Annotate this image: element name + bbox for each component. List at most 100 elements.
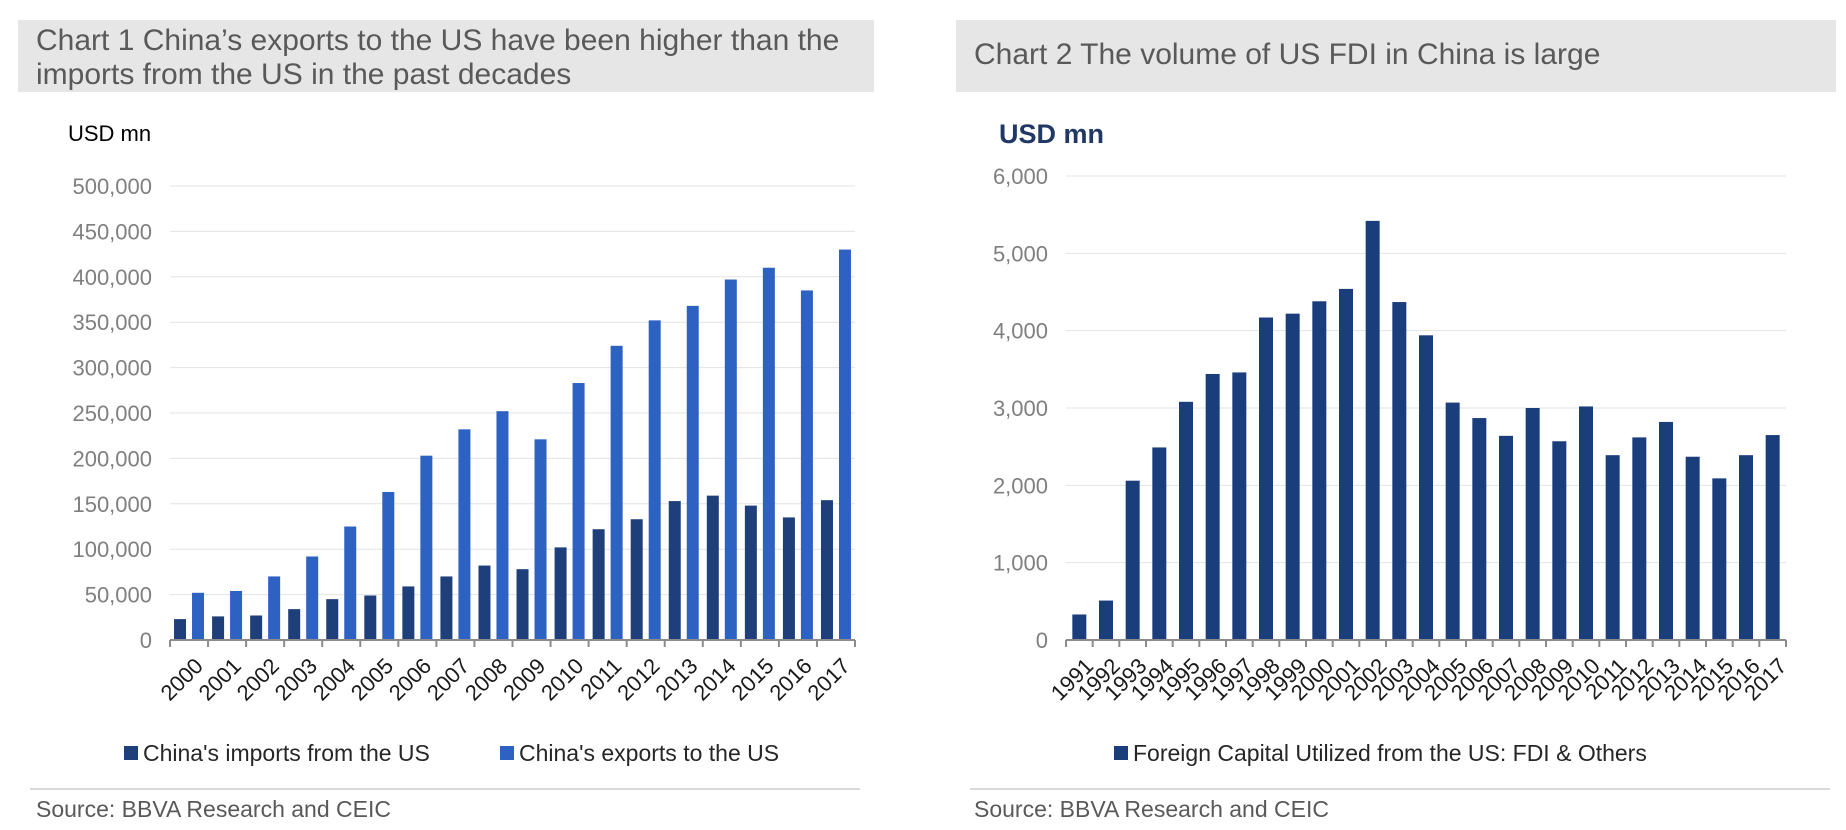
chart-title: Chart 1 China’s exports to the US have b… <box>18 20 874 92</box>
y-tick-label: 4,000 <box>993 319 1048 344</box>
bar-1999-a <box>1285 313 1300 640</box>
y-tick-label: 5,000 <box>993 241 1048 266</box>
bar-2013-b <box>686 305 699 640</box>
y-tick-label: 200,000 <box>72 446 152 471</box>
bar-2002-a <box>250 615 263 640</box>
y-unit-label: USD mn <box>68 121 151 146</box>
bar-2000-a <box>174 619 187 640</box>
legend-label: Foreign Capital Utilized from the US: FD… <box>1133 740 1647 766</box>
bar-2004-a <box>326 599 339 640</box>
bar-2015-a <box>744 505 757 640</box>
bar-2000-b <box>192 592 205 640</box>
bar-2006-a <box>1472 418 1487 640</box>
bar-2006-a <box>402 586 415 640</box>
chart-panel-2: Chart 2 The volume of US FDI in China is… <box>940 0 1846 830</box>
bar-2001-a <box>212 616 225 640</box>
bar-2008-b <box>496 411 509 640</box>
y-tick-label: 3,000 <box>993 396 1048 421</box>
bar-2011-b <box>610 345 623 640</box>
bar-2015-b <box>762 267 775 640</box>
bar-2011-a <box>1605 455 1620 640</box>
bar-2012-a <box>1632 437 1647 640</box>
bar-1998-a <box>1259 317 1273 640</box>
bar-2010-a <box>554 547 567 640</box>
source-note: Source: BBVA Research and CEIC <box>974 796 1329 822</box>
x-tick-label: 2007 <box>422 653 474 705</box>
bar-2009-a <box>1552 441 1567 640</box>
bar-1994-a <box>1152 447 1167 640</box>
y-tick-label: 150,000 <box>72 492 152 517</box>
bar-2001-b <box>230 590 243 640</box>
chart-panel-1: Chart 1 China’s exports to the US have b… <box>0 0 900 830</box>
x-tick-label: 2013 <box>650 653 702 705</box>
y-tick-label: 350,000 <box>72 310 152 335</box>
y-tick-label: 450,000 <box>72 219 152 244</box>
x-tick-label: 2012 <box>612 653 664 705</box>
bar-2003-b <box>306 556 319 640</box>
bar-2004-a <box>1419 335 1433 640</box>
bar-2002-a <box>1365 220 1380 640</box>
bar-2016-a <box>782 517 795 640</box>
y-tick-label: 0 <box>140 628 152 653</box>
bar-2002-b <box>268 576 281 640</box>
legend-swatch <box>1114 746 1128 760</box>
y-unit-label: USD mn <box>999 119 1104 149</box>
bar-2010-a <box>1579 406 1593 640</box>
x-tick-label: 2016 <box>764 653 816 705</box>
bar-2006-b <box>420 455 433 640</box>
x-tick-label: 2002 <box>232 653 284 705</box>
bar-2014-a <box>1685 456 1700 640</box>
bar-2013-a <box>1659 421 1673 640</box>
x-tick-label: 2006 <box>384 653 436 705</box>
bar-2011-a <box>592 529 605 640</box>
divider <box>970 788 1830 790</box>
x-tick-label: 2001 <box>194 653 246 705</box>
x-tick-label: 2003 <box>270 653 322 705</box>
bar-2004-b <box>344 526 357 640</box>
legend-label: China's exports to the US <box>519 740 779 766</box>
x-tick-label: 2004 <box>308 653 360 705</box>
x-tick-label: 2015 <box>726 653 778 705</box>
y-tick-label: 2,000 <box>993 473 1048 498</box>
legend-swatch <box>124 746 138 760</box>
y-tick-label: 1,000 <box>993 551 1048 576</box>
bar-2003-a <box>288 609 301 640</box>
bar-2007-a <box>1499 435 1513 640</box>
bar-2016-a <box>1739 455 1753 640</box>
bar-1997-a <box>1232 372 1247 640</box>
bar-2000-a <box>1312 301 1327 640</box>
y-tick-label: 6,000 <box>993 164 1048 189</box>
bar-2009-b <box>534 439 547 640</box>
y-tick-label: 0 <box>1036 628 1048 653</box>
x-tick-label: 2009 <box>498 653 550 705</box>
x-tick-label: 2005 <box>346 653 398 705</box>
x-tick-label: 2017 <box>803 653 855 705</box>
bar-2009-a <box>516 569 529 640</box>
bar-2017-b <box>838 249 851 640</box>
bar-2012-b <box>648 320 661 640</box>
y-tick-label: 500,000 <box>72 174 152 199</box>
source-note: Source: BBVA Research and CEIC <box>36 796 391 822</box>
bar-1995-a <box>1179 401 1193 640</box>
legend-swatch <box>500 746 514 760</box>
y-tick-label: 100,000 <box>72 537 152 562</box>
y-tick-label: 50,000 <box>85 583 152 608</box>
bar-2014-a <box>706 495 719 640</box>
bar-1992-a <box>1099 600 1113 640</box>
y-tick-label: 250,000 <box>72 401 152 426</box>
bar-1991-a <box>1072 614 1087 640</box>
bar-2014-b <box>724 279 737 640</box>
x-tick-label: 2014 <box>688 653 740 705</box>
bar-2007-a <box>440 576 453 640</box>
bar-2017-a <box>820 500 833 640</box>
bar-2008-a <box>478 565 491 640</box>
bar-2010-b <box>572 383 585 640</box>
x-tick-label: 2008 <box>460 653 512 705</box>
y-tick-label: 400,000 <box>72 265 152 290</box>
bar-chart-1: USD mn 0 50,000 100,000 150,000 200,000 250,00… <box>68 121 856 766</box>
chart-title: Chart 2 The volume of US FDI in China is… <box>956 20 1836 92</box>
bar-2005-a <box>364 595 377 640</box>
bar-2001-a <box>1339 288 1353 640</box>
bar-2003-a <box>1392 302 1407 640</box>
bar-2005-a <box>1445 402 1460 640</box>
